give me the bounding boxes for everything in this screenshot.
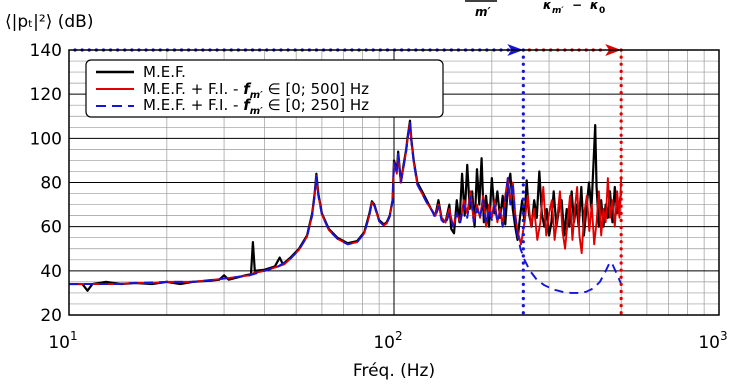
y-axis: 20 40 60 80 100 120 140	[30, 41, 62, 326]
svg-text:0: 0	[599, 6, 605, 16]
y-tick-label: 120	[30, 85, 62, 105]
y-tick-label: 40	[40, 262, 62, 282]
x-tick-label: 103	[698, 329, 727, 353]
legend-label-mef: M.E.F.	[143, 63, 186, 81]
x-tick-label: 102	[373, 329, 402, 353]
series-layer	[69, 119, 623, 294]
legend-box	[85, 59, 444, 118]
y-tick-label: 80	[40, 174, 62, 194]
x-axis: 101 102 103	[48, 329, 727, 353]
legend-label-fi-250: M.E.F. + F.I. - fm′ ∈ [0; 250] Hz	[143, 96, 369, 117]
x-tick-label: 101	[48, 329, 77, 353]
y-tick-label: 140	[30, 41, 62, 61]
clipped-equation-fragment: m′ κ m′ − κ 0	[465, 0, 605, 19]
y-tick-label: 60	[40, 218, 62, 238]
svg-text:κ: κ	[590, 0, 599, 12]
svg-text:m′: m′	[552, 6, 564, 16]
legend-label-fi-500: M.E.F. + F.I. - fm′ ∈ [0; 500] Hz	[143, 80, 369, 101]
svg-text:κ: κ	[543, 0, 552, 12]
x-axis-title: Fréq. (Hz)	[353, 361, 435, 381]
plot-frame	[68, 49, 720, 316]
series-line-2	[69, 121, 623, 294]
legend: M.E.F. M.E.F. + F.I. - fm′ ∈ [0; 500] Hz…	[85, 59, 444, 118]
y-axis-title: ⟨|pₜ|²⟩ (dB)	[5, 12, 93, 32]
y-tick-label: 100	[30, 129, 62, 149]
svg-text:−: −	[572, 0, 582, 12]
y-tick-label: 20	[40, 306, 62, 326]
svg-text:m′: m′	[475, 5, 492, 19]
